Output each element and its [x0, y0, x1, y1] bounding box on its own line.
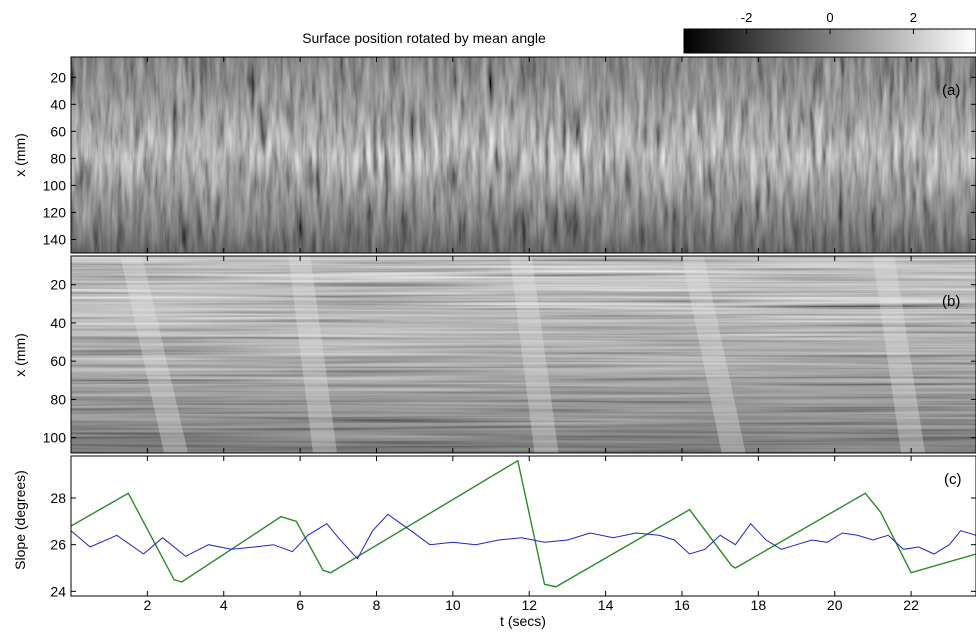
- panel-b-ylabel: x (mm): [12, 333, 28, 377]
- panel-a-frame: [70, 56, 976, 254]
- y-tick-label: 120: [43, 204, 67, 220]
- avalanche-front: [288, 256, 338, 453]
- panel-b-bands: [120, 256, 926, 453]
- avalanche-front: [120, 256, 189, 453]
- y-tick-label: 40: [50, 96, 66, 112]
- y-tick-label: 100: [43, 177, 67, 193]
- avalanche-front: [872, 256, 926, 453]
- y-tick-label: 80: [50, 150, 66, 166]
- panel-c-label: (c): [944, 471, 962, 488]
- y-tick-label: 80: [50, 391, 66, 407]
- panel-b-y-ticks: 20 40 60 80 100: [43, 277, 976, 446]
- panel-b-shading: [71, 256, 976, 453]
- x-tick-label: 20: [827, 597, 843, 613]
- panel-a: 20 40 60 80 100 120 140 x (mm) (a): [12, 56, 976, 254]
- x-tick-label: 16: [674, 597, 690, 613]
- y-tick-label: 20: [50, 277, 66, 293]
- y-tick-label: 40: [50, 315, 66, 331]
- panel-b-frame: [70, 255, 976, 454]
- panel-c-background: [71, 456, 976, 596]
- figure-title: Surface position rotated by mean angle: [302, 30, 546, 46]
- x-tick-label: 6: [296, 597, 304, 613]
- panel-b-label: (b): [942, 293, 960, 310]
- y-tick-label: 24: [50, 583, 66, 599]
- x-tick-label: 14: [598, 597, 614, 613]
- slope-line-green: [71, 459, 976, 588]
- x-tick-label: 10: [445, 597, 461, 613]
- y-tick-label: 100: [43, 430, 67, 446]
- panel-b: 20 40 60 80 100 x (mm) (b): [12, 255, 976, 454]
- avalanche-front: [509, 256, 559, 453]
- panel-c-frame: [70, 455, 976, 597]
- y-tick-label: 20: [50, 69, 66, 85]
- y-tick-label: 26: [50, 537, 66, 553]
- x-tick-label: 2: [143, 597, 151, 613]
- y-tick-label: 28: [50, 490, 66, 506]
- panel-c-y-ticks: 24 26 28: [50, 490, 976, 599]
- colorbar-ticks: -2 0 2: [741, 10, 917, 34]
- panel-a-y-ticks: 20 40 60 80 100 120 140: [43, 69, 976, 247]
- panel-c-ylabel: Slope (degrees): [12, 470, 28, 570]
- colorbar: -2 0 2: [683, 10, 976, 54]
- x-tick-label: 22: [903, 597, 919, 613]
- y-tick-label: 60: [50, 123, 66, 139]
- x-tick-label: 12: [521, 597, 537, 613]
- panel-a-shading: [71, 57, 976, 253]
- colorbar-tick-label: 0: [826, 10, 833, 25]
- slope-line-blue: [71, 513, 976, 560]
- y-tick-label: 140: [43, 231, 67, 247]
- avalanche-front: [681, 256, 746, 453]
- x-tick-label: 4: [220, 597, 228, 613]
- panel-a-ylabel: x (mm): [12, 133, 28, 177]
- panel-c-x-ticks: 2 4 6 8 10 12 14 16 18 20 22: [143, 57, 919, 613]
- x-tick-label: 18: [751, 597, 767, 613]
- panel-c-xlabel: t (secs): [500, 613, 546, 629]
- panel-a-label: (a): [942, 82, 960, 99]
- y-tick-label: 60: [50, 353, 66, 369]
- colorbar-tick-label: -2: [741, 10, 753, 25]
- x-tick-label: 8: [373, 597, 381, 613]
- colorbar-tick-label: 2: [910, 10, 917, 25]
